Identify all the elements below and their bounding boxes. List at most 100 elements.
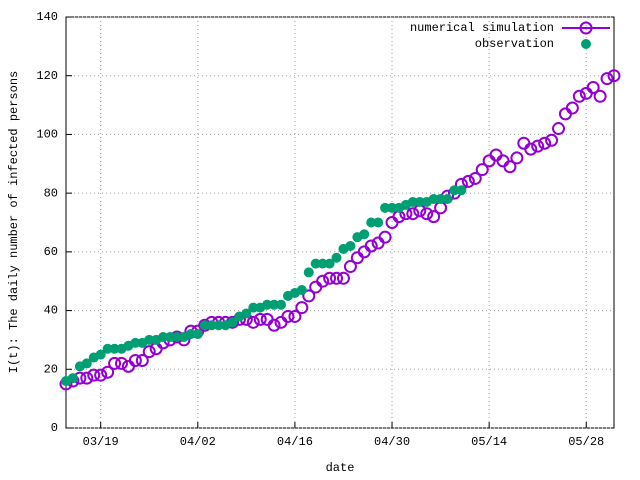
point (461, 174, 475, 188)
point (414, 196, 425, 207)
point (94, 368, 108, 382)
point (385, 216, 399, 229)
point (442, 194, 453, 205)
point (80, 371, 94, 385)
y-tick-label: 40 (44, 304, 58, 318)
point (288, 309, 302, 323)
point (109, 343, 120, 354)
point (552, 122, 566, 136)
point (276, 299, 287, 310)
point (545, 133, 559, 147)
point (213, 320, 224, 331)
point (309, 280, 323, 294)
point (269, 299, 280, 310)
point (199, 320, 210, 331)
point (336, 271, 350, 285)
plot-frame (65, 16, 615, 429)
point (302, 289, 316, 303)
point (607, 69, 621, 83)
legend-marker (581, 39, 591, 49)
point (593, 89, 607, 103)
y-tick-label: 120 (36, 69, 58, 83)
point (102, 343, 113, 354)
point (165, 331, 176, 342)
y-tick-label: 80 (44, 186, 58, 200)
point (227, 317, 238, 328)
point (274, 315, 288, 329)
point (428, 194, 439, 205)
legend-label: numerical simulation (410, 21, 554, 35)
point (407, 196, 418, 207)
point (206, 320, 217, 331)
point (600, 72, 614, 86)
point (267, 318, 281, 332)
point (503, 160, 517, 174)
point (295, 301, 309, 315)
point (359, 229, 370, 240)
point (101, 365, 115, 379)
point (248, 302, 259, 313)
y-tick-label: 20 (44, 362, 58, 376)
point (144, 334, 155, 345)
point (114, 356, 128, 370)
point (449, 185, 460, 196)
point (371, 236, 385, 250)
point (171, 331, 182, 342)
point (357, 245, 371, 259)
point (281, 309, 295, 323)
point (192, 329, 203, 340)
y-tick-label: 0 (51, 421, 58, 435)
point (531, 139, 545, 153)
point (324, 258, 335, 269)
y-tick-label: 140 (36, 10, 58, 24)
point (81, 358, 92, 369)
point (538, 136, 552, 150)
point (87, 368, 101, 382)
point (345, 240, 356, 251)
x-tick-label: 04/02 (180, 435, 216, 449)
point (456, 185, 467, 196)
point (380, 202, 391, 213)
point (364, 239, 378, 253)
point (489, 148, 503, 162)
point (67, 373, 78, 384)
point (135, 353, 149, 367)
point (378, 230, 392, 244)
point (121, 359, 135, 373)
point (572, 89, 586, 103)
point (517, 136, 531, 150)
point (343, 260, 357, 274)
point (331, 252, 342, 263)
point (303, 267, 314, 278)
point (260, 312, 274, 326)
point (435, 194, 446, 205)
point (524, 142, 538, 156)
point (366, 217, 377, 228)
point (323, 271, 337, 285)
x-tick-label: 05/14 (471, 435, 507, 449)
point (158, 331, 169, 342)
point (142, 345, 156, 359)
x-tick-label: 04/30 (374, 435, 410, 449)
point (246, 315, 260, 329)
point (475, 163, 489, 177)
point (253, 312, 267, 326)
y-axis-label: I(t): The daily number of infected perso… (7, 71, 21, 373)
point (108, 356, 122, 370)
point (130, 337, 141, 348)
point (128, 353, 142, 367)
point (510, 151, 524, 165)
point (558, 107, 572, 121)
point (586, 80, 600, 94)
point (468, 171, 482, 185)
point (262, 299, 273, 310)
y-tick-label: 100 (36, 128, 58, 142)
point (373, 217, 384, 228)
point (350, 251, 364, 265)
point (330, 271, 344, 285)
point (316, 274, 330, 288)
x-tick-label: 05/28 (568, 435, 604, 449)
point (387, 202, 398, 213)
point (427, 210, 441, 224)
